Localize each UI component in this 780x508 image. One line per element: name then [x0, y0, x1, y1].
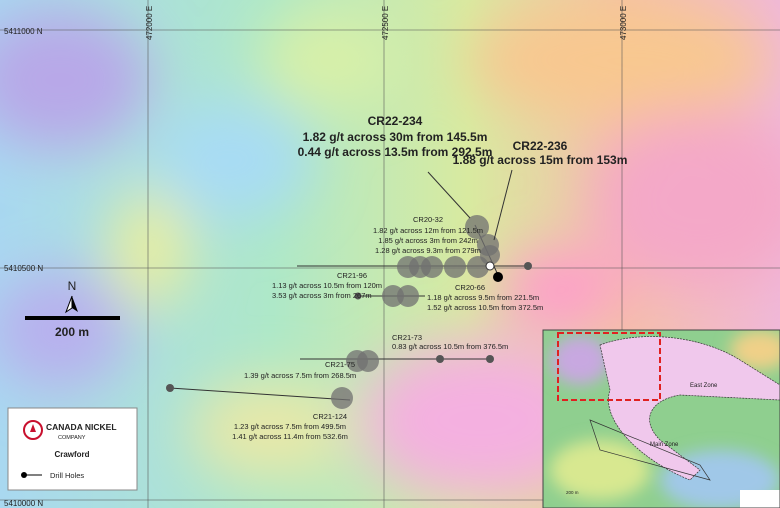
easting-label: 472000 E — [145, 6, 154, 40]
project-name: Crawford — [54, 450, 89, 459]
legend-item: Drill Holes — [50, 471, 84, 480]
hole-name: CR21-75 — [325, 360, 355, 369]
intercept: 1.39 g/t across 7.5m from 268.5m — [244, 371, 356, 380]
intercept: 0.83 g/t across 10.5m from 376.5m — [392, 342, 508, 351]
intercept: 1.52 g/t across 10.5m from 372.5m — [427, 303, 543, 312]
hole-name: CR20-66 — [455, 283, 485, 292]
intercept: 0.44 g/t across 13.5m from 292.5m — [298, 145, 493, 159]
hole-name: CR21-96 — [337, 271, 367, 280]
intercept: 1.82 g/t across 12m from 121.5m — [373, 226, 483, 235]
intercept: 3.53 g/t across 3m from 267m — [272, 291, 372, 300]
intercept: 1.18 g/t across 9.5m from 221.5m — [427, 293, 539, 302]
northing-label: 5410500 N — [4, 264, 43, 273]
hole-name: CR20-32 — [413, 215, 443, 224]
intercept: 1.41 g/t across 11.4m from 532.6m — [232, 432, 348, 441]
company-sub: COMPANY — [58, 435, 86, 441]
scale-bar: N 200 m — [25, 279, 120, 339]
inset-zone: East Zone — [690, 383, 718, 389]
easting-label: 472500 E — [381, 6, 390, 40]
easting-label: 473000 E — [619, 6, 628, 40]
northing-label: 5410000 N — [4, 499, 43, 508]
inset-scale: 200 m — [566, 490, 579, 495]
north-arrow-label: N — [68, 279, 77, 293]
intercept: 1.88 g/t across 15m from 153m — [453, 153, 628, 167]
northing-label: 5411000 N — [4, 27, 43, 36]
scale-label: 200 m — [55, 325, 89, 339]
hole-name: CR21-124 — [313, 412, 347, 421]
drill-holes — [166, 169, 532, 409]
company-name: CANADA NICKEL — [46, 422, 117, 432]
hole-name: CR22-234 — [368, 114, 423, 128]
inset-zone: Main Zone — [650, 442, 679, 448]
hole-name: CR22-236 — [513, 139, 568, 153]
legend: CANADA NICKEL COMPANY Crawford Drill Hol… — [7, 407, 138, 491]
intercept: 1.28 g/t across 9.3m from 279m — [375, 246, 481, 255]
inset-map: East Zone Main Zone 200 m — [542, 329, 780, 508]
intercept: 1.82 g/t across 30m from 145.5m — [303, 130, 488, 144]
intercept: 1.85 g/t across 3m from 242m — [378, 236, 478, 245]
intercept: 1.23 g/t across 7.5m from 499.5m — [234, 422, 346, 431]
hole-name: CR21-73 — [392, 333, 422, 342]
intercept: 1.13 g/t across 10.5m from 120m — [272, 281, 382, 290]
